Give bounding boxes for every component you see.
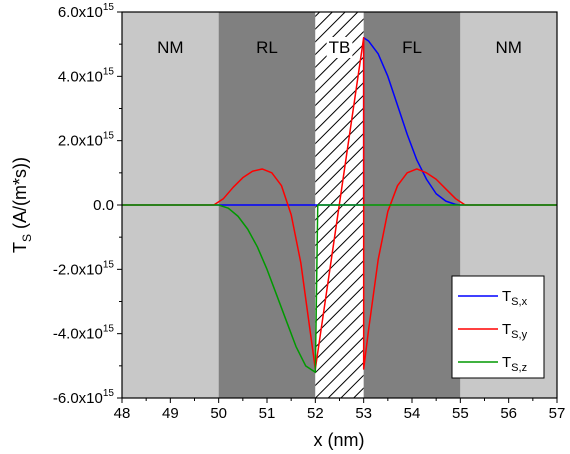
y-tick-label: -6.0x1015 [53, 388, 115, 407]
y-tick-label: 0.0 [93, 197, 114, 214]
region-label-2: TB [329, 38, 351, 57]
series-line-s-x [122, 36, 557, 206]
y-axis-label: TS (A/(m*s)) [10, 157, 34, 253]
y-tick-label: -4.0x1015 [53, 324, 115, 343]
x-tick-label: 54 [404, 405, 421, 422]
x-tick-label: 56 [500, 405, 517, 422]
y-tick-label: -2.0x1015 [53, 259, 115, 278]
series-line-s-y [122, 36, 557, 370]
region-label-0: NM [157, 38, 183, 57]
legend-label: TS,y [502, 321, 528, 341]
x-tick-label: 53 [355, 405, 372, 422]
y-tick-label: 2.0x1015 [58, 131, 115, 150]
x-tick-label: 48 [114, 405, 131, 422]
y-tick-label: 6.0x1015 [58, 2, 115, 21]
x-axis-label: x (nm) [314, 430, 365, 450]
x-tick-label: 50 [210, 405, 227, 422]
y-tick-label: 4.0x1015 [58, 66, 115, 85]
region-label-3: FL [402, 38, 422, 57]
legend-label: TS,z [502, 354, 527, 374]
series-lines [122, 36, 557, 374]
series-line-s-z [122, 204, 557, 374]
x-tick-label: 49 [162, 405, 179, 422]
region-label-1: RL [256, 38, 278, 57]
axis-ticks: 48 49 50 51 52 53 54 55 56 57 6.0x1015 4.0x1015 2.0x… [53, 2, 566, 422]
x-tick-label: 52 [307, 405, 324, 422]
legend: TS,x TS,y TS,z [451, 275, 545, 379]
x-tick-label: 57 [549, 405, 566, 422]
x-tick-label: 51 [259, 405, 276, 422]
region-label-4: NM [495, 38, 521, 57]
legend-label: TS,x [502, 288, 528, 308]
legend-box [451, 275, 545, 379]
region-label-bg-2 [326, 37, 353, 58]
x-tick-label: 55 [452, 405, 469, 422]
